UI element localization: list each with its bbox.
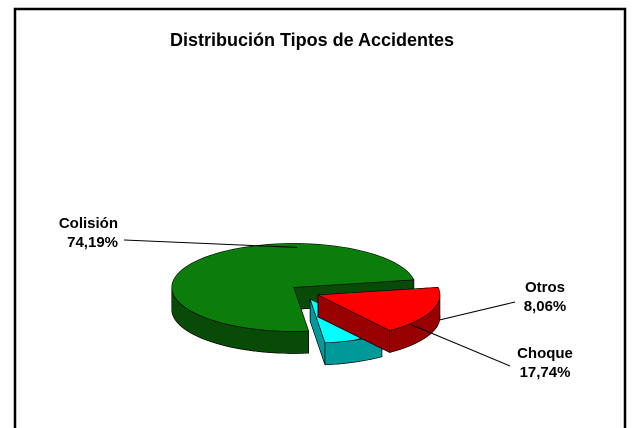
slice-top (171, 243, 415, 332)
slice-label: Choque (517, 345, 573, 362)
slice-label: Otros (525, 279, 565, 296)
slice-top (316, 287, 441, 331)
slice-value-label: 17,74% (520, 364, 571, 381)
chart-frame (13, 7, 627, 428)
chart-title: Distribución Tipos de Accidentes (170, 30, 454, 50)
slice-value-label: 74,19% (67, 234, 118, 251)
pie-slice (171, 243, 415, 354)
leader-line (410, 324, 511, 367)
slice-value-label: 8,06% (524, 298, 567, 315)
slice-label: Colisión (59, 215, 118, 232)
pie-slice (316, 287, 441, 353)
leader-line (123, 239, 298, 248)
